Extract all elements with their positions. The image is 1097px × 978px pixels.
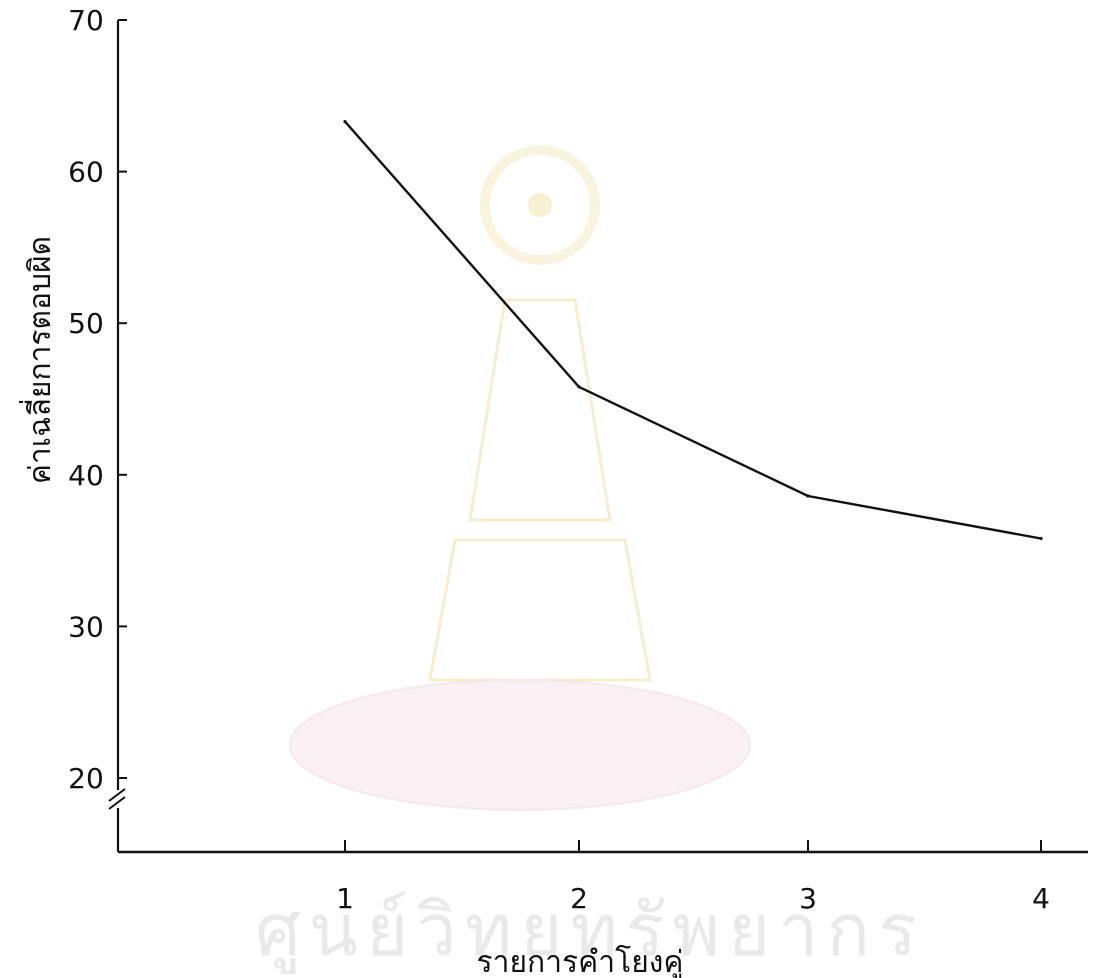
y-tick-label: 60 (68, 156, 104, 189)
axis-break-mark (108, 788, 126, 802)
y-tick-label: 30 (68, 610, 104, 643)
axes (108, 19, 1088, 854)
y-tick-label: 20 (68, 762, 104, 795)
x-tick-label: 1 (336, 882, 354, 915)
y-tick-label: 40 (68, 459, 104, 492)
data-point (577, 385, 581, 389)
x-tick-labels: 1 2 3 4 (336, 882, 1050, 915)
watermark-seal (289, 145, 751, 811)
y-tick-label: 50 (68, 307, 104, 340)
series-group (343, 120, 1043, 541)
watermark-text: ศูนย์วิทยทรัพยากร (255, 888, 925, 974)
data-point (343, 120, 347, 124)
series-line (344, 120, 1042, 540)
x-tick-label: 4 (1032, 882, 1050, 915)
y-tick-labels: 70 60 50 40 30 20 (68, 4, 104, 795)
axis-break-mark (108, 796, 126, 810)
data-point (806, 494, 810, 498)
y-tick-label: 70 (68, 4, 104, 37)
x-tick-label: 3 (799, 882, 817, 915)
x-tick-label: 2 (570, 882, 588, 915)
x-axis-label: รายการคำโยงคู่ (477, 944, 684, 978)
y-axis-label: ค่าเฉลี่ยการตอบผิด (19, 236, 58, 484)
data-point (1039, 536, 1043, 541)
